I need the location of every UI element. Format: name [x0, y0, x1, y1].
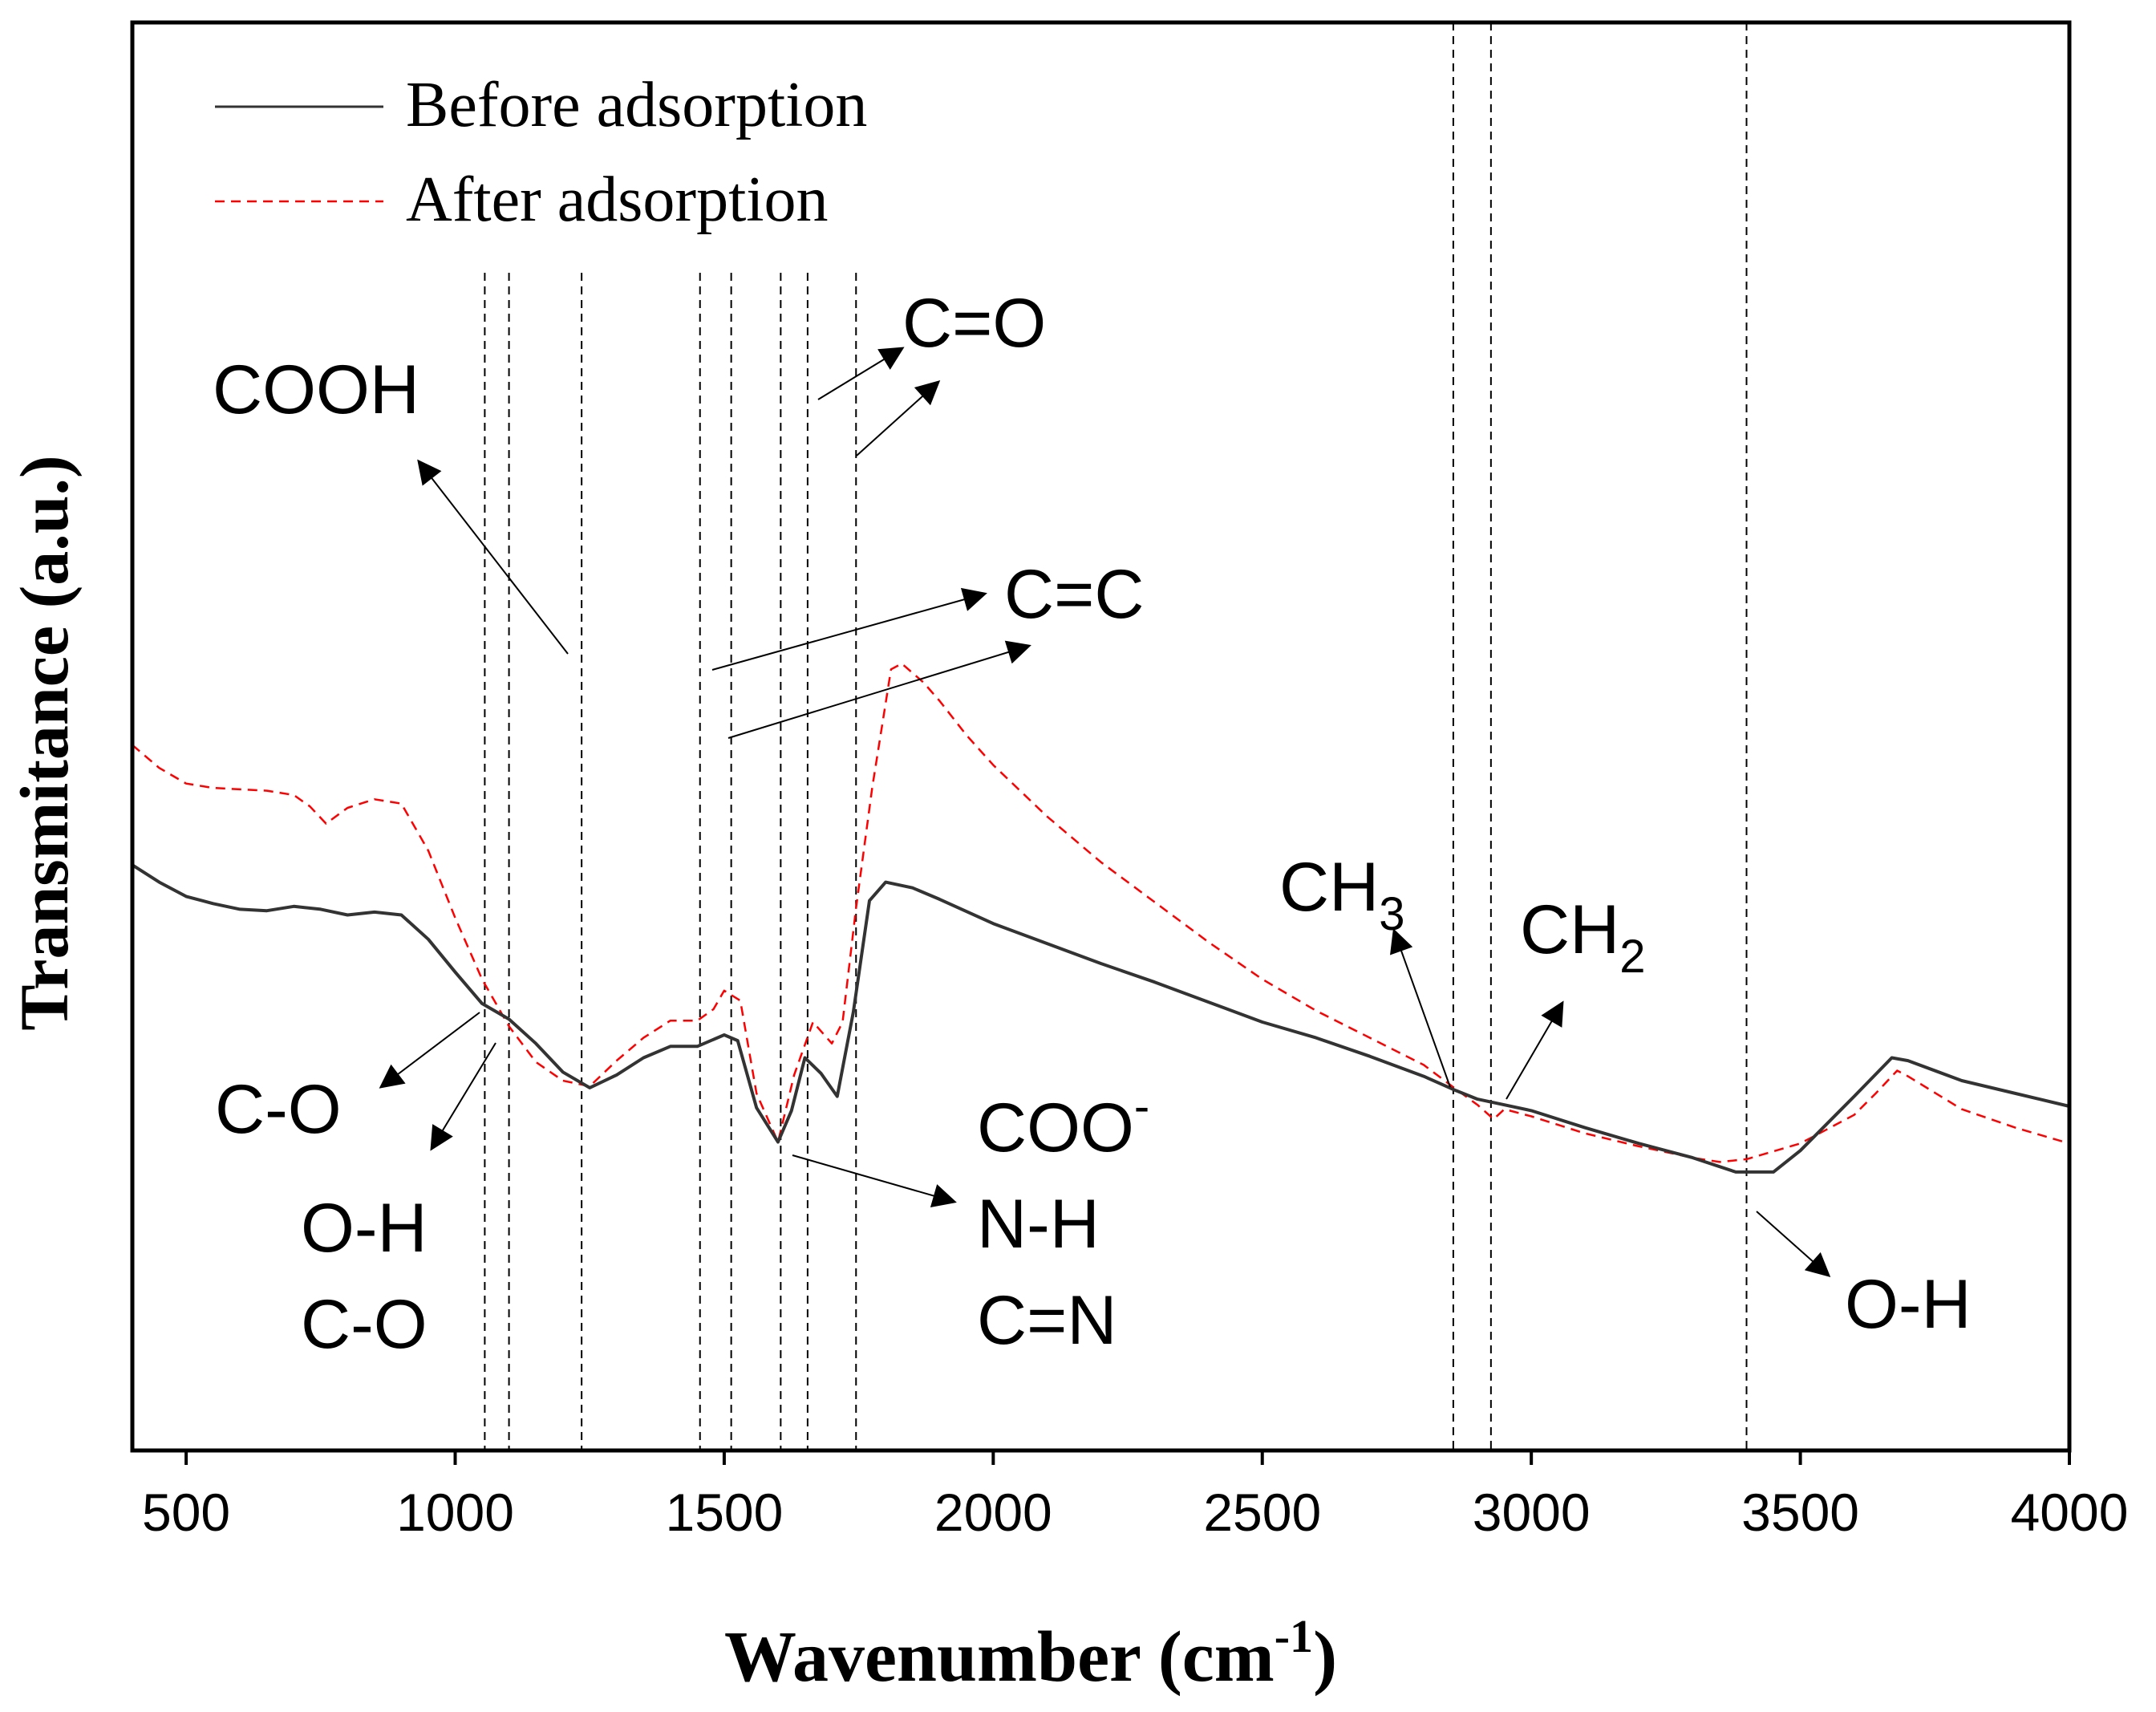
label-cn: C=N — [977, 1282, 1116, 1359]
arrow-oh-right — [1756, 1211, 1831, 1277]
legend-label-after: After adsorption — [406, 164, 829, 235]
label-c-o-left: C-O — [215, 1071, 342, 1148]
label-oh-right: O-H — [1845, 1266, 1972, 1343]
label-coo-sup: - — [1134, 1081, 1149, 1133]
x-tick-label-3500: 3500 — [1741, 1483, 1859, 1542]
arrow-cc-1 — [711, 587, 987, 671]
x-axis-label-sup: -1 — [1275, 1610, 1313, 1662]
label-ch3: CH3 — [1279, 849, 1404, 940]
series-line-before-adsorption — [131, 863, 2070, 1174]
plot-frame — [130, 20, 2072, 1453]
label-coo: COO- — [977, 1081, 1149, 1166]
annotation-arrows — [379, 347, 1831, 1277]
series-line-after-adsorption — [132, 662, 2070, 1163]
series-layer — [131, 662, 2070, 1174]
x-tick-label-1000: 1000 — [396, 1483, 514, 1542]
y-axis-label: Transmitance (a.u.) — [6, 455, 83, 1030]
label-c-eq-o: C=O — [902, 285, 1046, 362]
arrow-oh-left — [430, 1042, 496, 1151]
label-cooh: COOH — [213, 351, 419, 428]
x-tick-label-2000: 2000 — [934, 1483, 1052, 1542]
arrow-c-o-left — [379, 1012, 480, 1089]
legend: Before adsorption After adsorption — [215, 70, 867, 235]
x-tick-label-1500: 1500 — [666, 1483, 784, 1542]
x-tick-label-500: 500 — [142, 1483, 230, 1542]
reference-lines — [484, 22, 1748, 1450]
label-ch2-sub: 2 — [1619, 931, 1645, 983]
x-tick-label-4000: 4000 — [2011, 1483, 2129, 1542]
x-axis-ticks: 500 1000 1500 2000 2500 3000 3500 4000 — [142, 1450, 2128, 1542]
label-c-o-left-2: C-O — [301, 1286, 428, 1363]
x-axis-label: Wavenumber (cm-1) — [724, 1610, 1337, 1697]
label-c-eq-c: C=C — [1004, 556, 1144, 633]
label-ch2: CH2 — [1520, 891, 1645, 983]
label-ch2-main: CH — [1520, 891, 1619, 968]
label-ch3-sub: 3 — [1379, 888, 1404, 940]
annotation-labels: COOH C=O C=C C-O O-H C-O COO- N-H C=N CH… — [213, 285, 1972, 1363]
label-oh-left: O-H — [301, 1190, 428, 1267]
label-ch3-main: CH — [1279, 849, 1379, 926]
arrow-coo — [792, 1154, 957, 1207]
arrow-cc-2 — [727, 640, 1031, 739]
x-axis-label-close: ) — [1313, 1617, 1337, 1697]
label-nh: N-H — [977, 1186, 1100, 1263]
x-tick-label-3000: 3000 — [1473, 1483, 1591, 1542]
label-coo-main: COO — [977, 1089, 1134, 1166]
legend-label-before: Before adsorption — [406, 70, 867, 140]
arrow-ch2 — [1506, 1000, 1564, 1100]
arrow-cooh — [417, 459, 569, 655]
x-axis-label-main: Wavenumber (cm — [724, 1617, 1275, 1697]
arrow-co-2 — [856, 379, 941, 456]
arrow-ch3 — [1390, 928, 1451, 1088]
arrow-co-1 — [817, 347, 905, 400]
x-tick-label-2500: 2500 — [1203, 1483, 1321, 1542]
